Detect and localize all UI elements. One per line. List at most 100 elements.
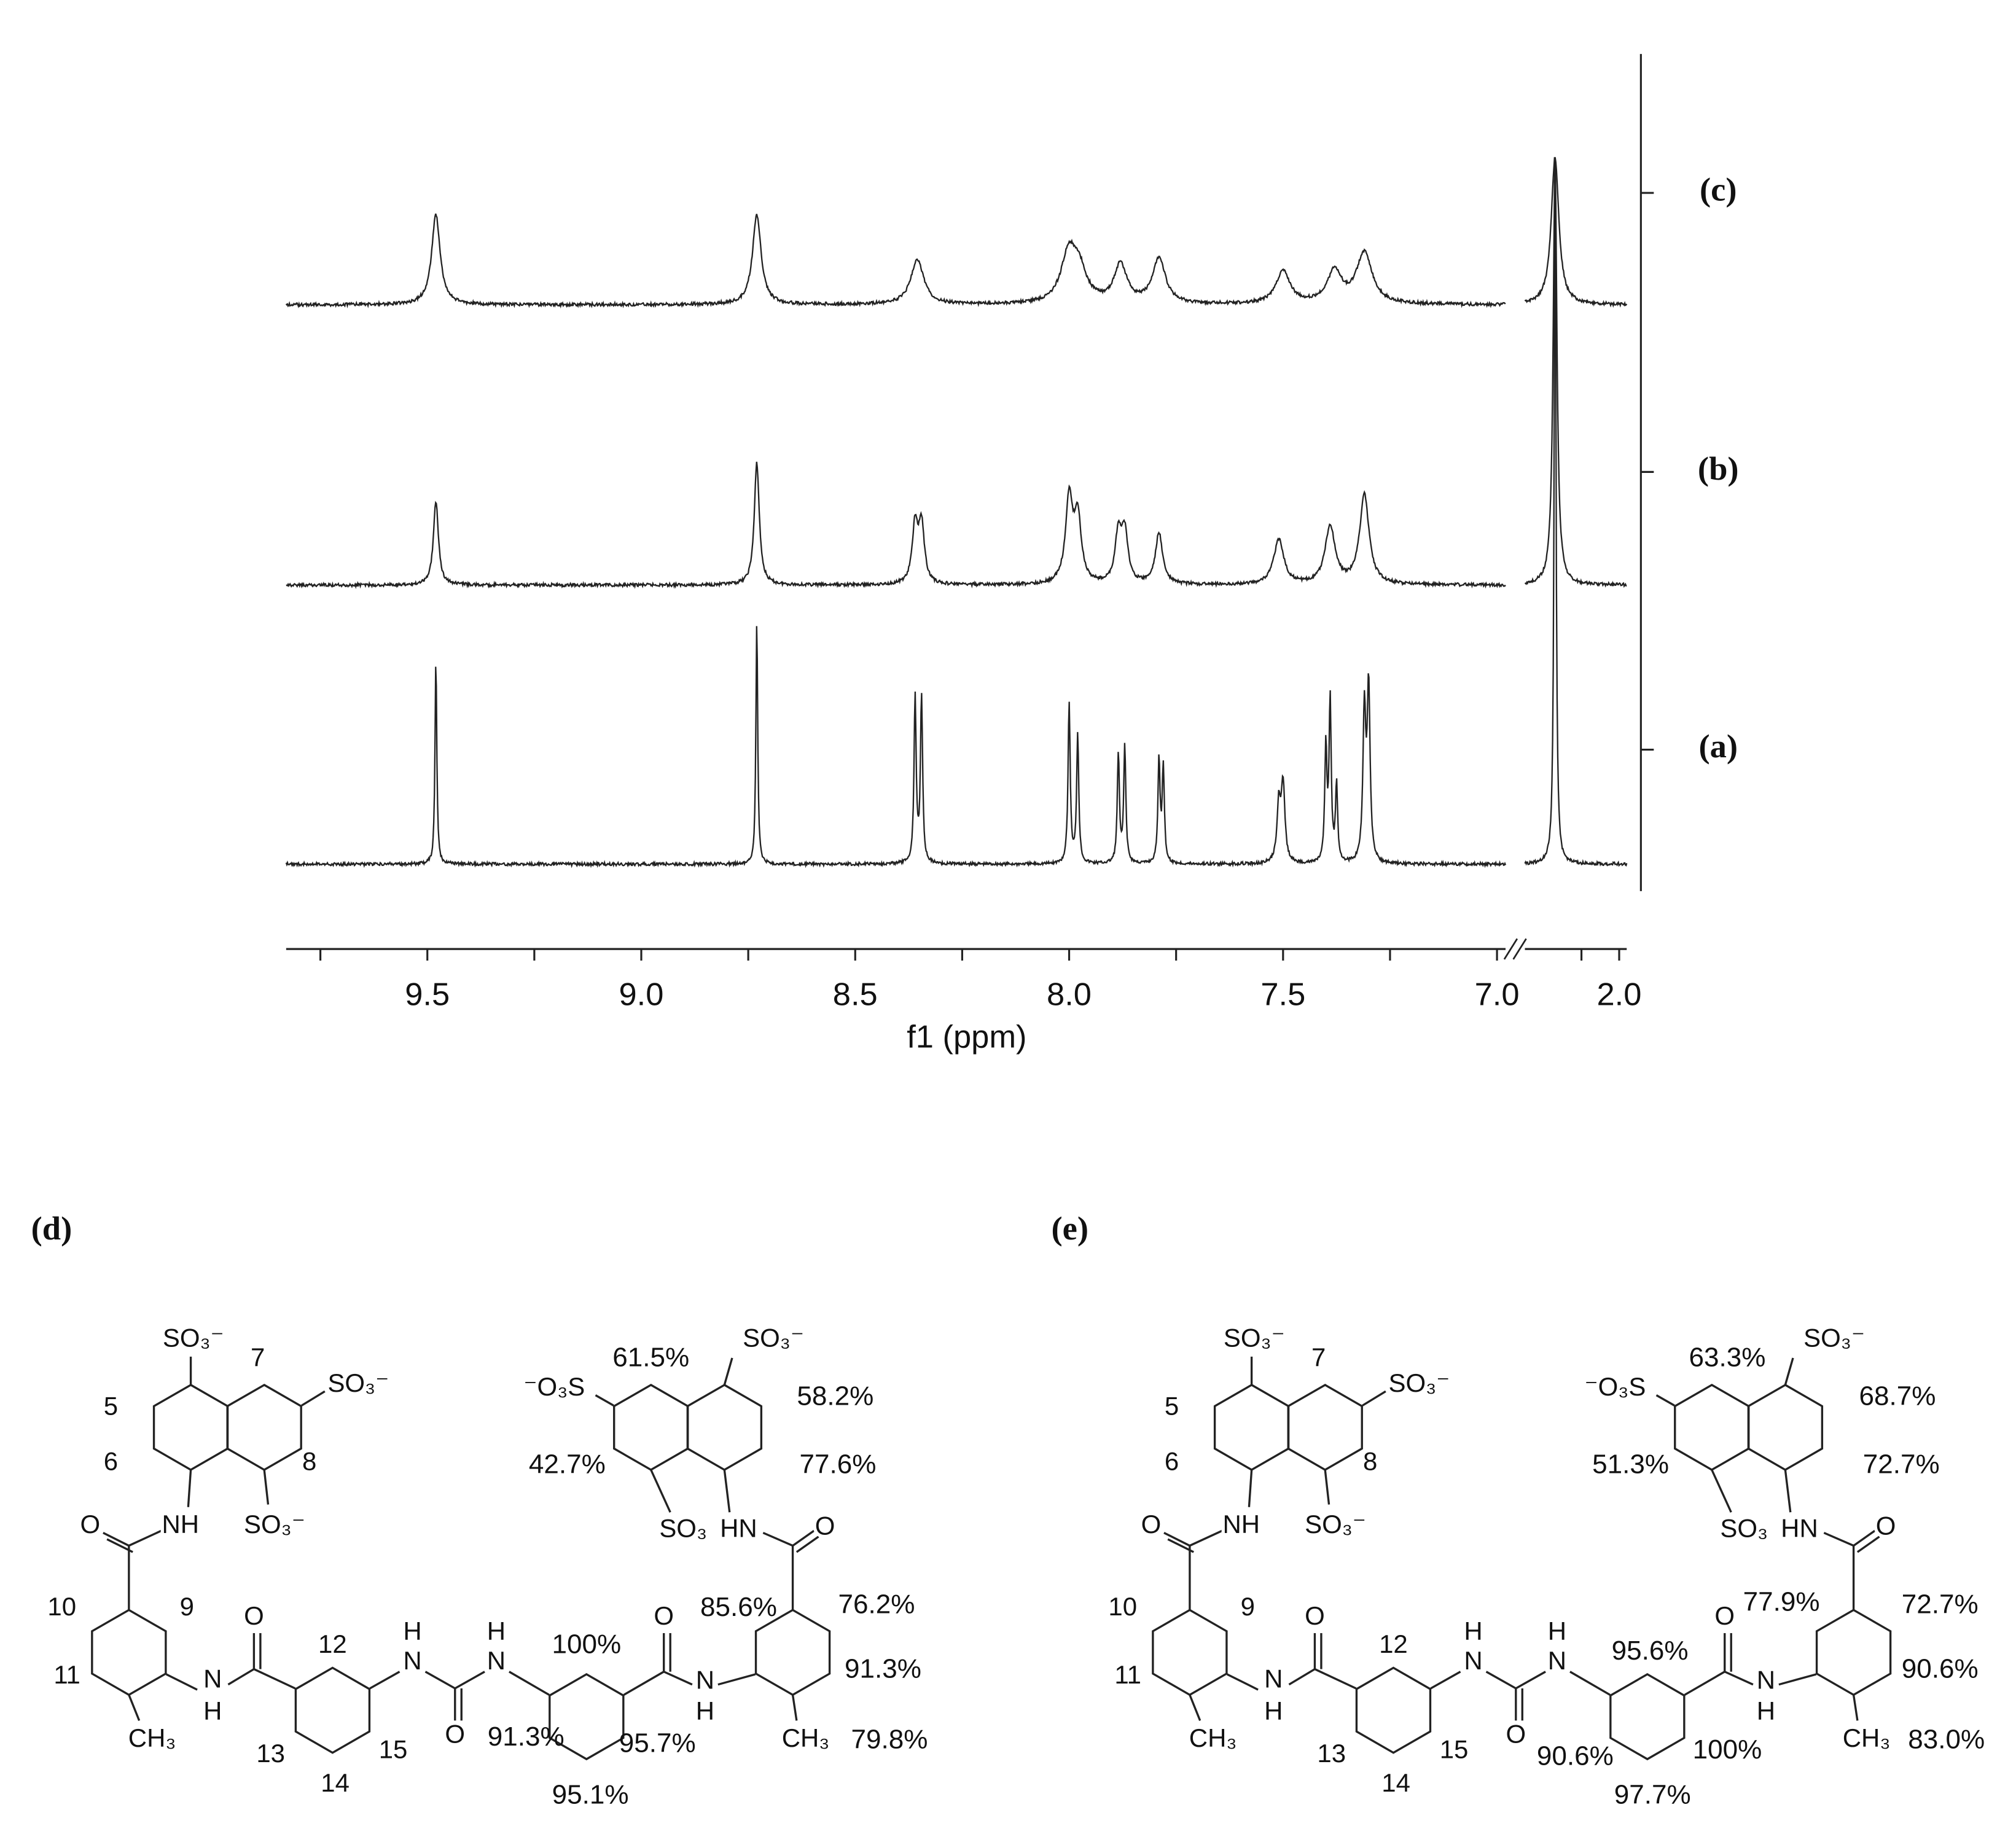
atom-label: O: [80, 1510, 101, 1539]
atom-label: SO₃⁻: [1388, 1368, 1450, 1397]
ring-bond: [1747, 1383, 1824, 1471]
atom-label: O: [445, 1720, 465, 1749]
atom-label: 7: [1311, 1343, 1326, 1371]
percentage-label: 95.7%: [619, 1728, 696, 1758]
atom-label: SO₃: [659, 1514, 707, 1543]
bond: [103, 1532, 130, 1547]
bond: [454, 1671, 485, 1690]
trace-label: (c): [1700, 171, 1737, 208]
bond: [795, 1535, 819, 1553]
atom-label: CH₃: [782, 1723, 830, 1752]
percentage-label: 100%: [1693, 1734, 1762, 1765]
atom-label: H: [1757, 1696, 1775, 1725]
atom-label: CH₃: [1189, 1723, 1237, 1752]
atom-label: 15: [379, 1735, 408, 1764]
bond: [792, 1529, 816, 1547]
percentage-label: 61.5%: [612, 1343, 689, 1373]
bond: [1248, 1469, 1253, 1507]
ring-bond: [294, 1666, 371, 1754]
x-tick-label: 9.0: [619, 977, 664, 1012]
atom-label: 5: [104, 1392, 118, 1421]
ring-bond: [1213, 1383, 1290, 1471]
atom-label: 11: [53, 1660, 80, 1689]
bond: [723, 1357, 733, 1386]
atom-label: 10: [47, 1592, 76, 1621]
axis-label: f1 (ppm): [907, 1020, 1026, 1055]
percentage-label: 90.6%: [1902, 1653, 1979, 1684]
bond: [1778, 1673, 1817, 1686]
bond: [1362, 1390, 1386, 1407]
bond: [723, 1469, 731, 1513]
bond: [663, 1671, 693, 1686]
atom-label: NH: [1223, 1510, 1260, 1539]
atom-label: 5: [1165, 1392, 1179, 1421]
atom-label: HN: [1781, 1514, 1818, 1543]
atom-label: SO₃⁻: [1305, 1510, 1366, 1539]
bond: [301, 1390, 326, 1407]
percentage-label: 90.6%: [1537, 1741, 1614, 1771]
atom-label: 8: [302, 1447, 316, 1476]
atom-label: 13: [1317, 1739, 1346, 1768]
ring-bond: [686, 1383, 763, 1471]
trace-label: (b): [1698, 450, 1739, 487]
ring-bond: [549, 1673, 625, 1761]
trace-label: (a): [1698, 727, 1738, 765]
percentage-label: 95.6%: [1612, 1636, 1689, 1666]
atom-label: 9: [180, 1592, 194, 1621]
bond: [1189, 1694, 1201, 1721]
ring-bond: [1815, 1609, 1892, 1696]
percentage-label: 85.6%: [700, 1592, 777, 1622]
ring-bond: [613, 1383, 689, 1471]
atom-label: 6: [104, 1447, 118, 1476]
ring-bond: [1609, 1673, 1686, 1761]
bond: [1485, 1671, 1517, 1690]
bond: [1856, 1535, 1880, 1553]
bond: [1430, 1671, 1461, 1690]
percentage-label: 100%: [552, 1629, 621, 1660]
atom-label: O: [654, 1601, 674, 1630]
atom-label: 10: [1108, 1592, 1137, 1621]
atom-label: 14: [321, 1768, 350, 1797]
atom-label: SO₃⁻: [743, 1324, 804, 1352]
atom-label: N: [203, 1664, 222, 1693]
bond: [1852, 1695, 1859, 1721]
atom-label: O: [1714, 1601, 1735, 1630]
percentage-label: 83.0%: [1908, 1724, 1985, 1754]
bond: [1724, 1671, 1754, 1686]
atom-label: SO₃⁻: [244, 1510, 305, 1539]
atom-label: HN: [720, 1514, 757, 1543]
axis-break: [1503, 938, 1518, 960]
spectrum-trace: [285, 157, 1628, 309]
atom-label: SO₃⁻: [1224, 1324, 1285, 1352]
atom-label: ⁻O₃S: [523, 1372, 585, 1401]
atom-label: N: [1464, 1646, 1482, 1675]
bond: [1784, 1469, 1792, 1513]
atom-label: N: [1548, 1646, 1566, 1675]
atom-label: SO₃⁻: [163, 1324, 224, 1352]
bond: [791, 1695, 798, 1721]
atom-label: O: [1876, 1511, 1896, 1540]
bond: [1684, 1671, 1725, 1696]
percentage-label: 42.7%: [529, 1449, 606, 1479]
bond: [227, 1668, 255, 1686]
bond: [263, 1469, 270, 1505]
panel-label: (d): [31, 1209, 72, 1247]
percentage-label: 63.3%: [1689, 1343, 1765, 1373]
atom-label: H: [696, 1696, 714, 1725]
ring-bond: [1355, 1666, 1432, 1754]
bond: [1515, 1671, 1546, 1690]
percentage-label: 76.2%: [838, 1590, 915, 1620]
atom-label: O: [1141, 1510, 1162, 1539]
atom-label: N: [696, 1666, 714, 1695]
bond: [1189, 1529, 1224, 1547]
atom-label: 6: [1165, 1447, 1179, 1476]
atom-label: 14: [1381, 1768, 1410, 1797]
bond: [1711, 1469, 1732, 1513]
bond: [165, 1673, 198, 1691]
bond: [128, 1529, 163, 1547]
percentage-label: 68.7%: [1859, 1381, 1936, 1411]
bond: [1314, 1668, 1357, 1690]
